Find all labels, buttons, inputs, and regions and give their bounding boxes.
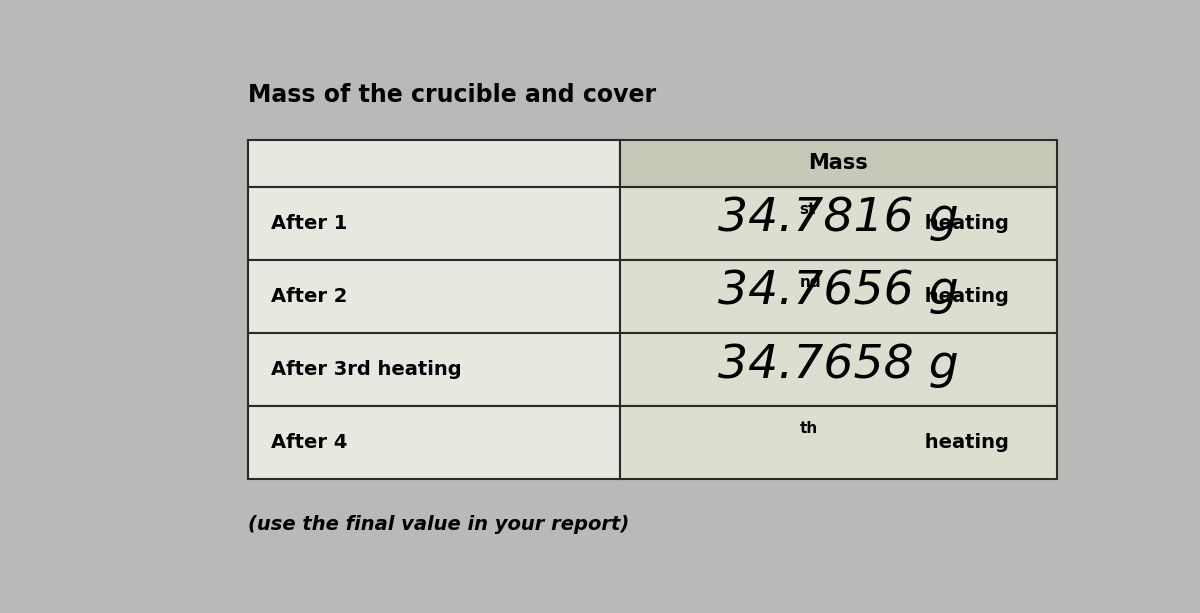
Text: After 1: After 1 [271, 214, 347, 233]
Text: 34.7658 g: 34.7658 g [718, 343, 959, 387]
Text: After 3rd heating: After 3rd heating [271, 360, 468, 379]
Text: 34.7816 g: 34.7816 g [718, 196, 959, 241]
Bar [247, 140, 619, 187]
Text: 34.7656 g: 34.7656 g [718, 269, 959, 314]
Text: heating: heating [918, 214, 1009, 233]
Text: (use the final value in your report): (use the final value in your report) [247, 515, 629, 534]
Text: Mass: Mass [809, 153, 868, 173]
Bar [247, 406, 619, 479]
Text: After 4: After 4 [271, 433, 347, 452]
Text: heating: heating [918, 433, 1016, 452]
Bar [247, 333, 619, 406]
Text: st: st [799, 202, 816, 217]
Bar [247, 187, 619, 260]
Bar [619, 406, 1057, 479]
Text: nd: nd [799, 275, 821, 290]
Bar [619, 187, 1057, 260]
Bar [619, 333, 1057, 406]
Text: After 2: After 2 [271, 287, 347, 306]
Bar [247, 260, 619, 333]
Text: Mass of the crucible and cover: Mass of the crucible and cover [247, 83, 655, 107]
Bar [619, 260, 1057, 333]
Bar [619, 140, 1057, 187]
Text: th: th [799, 421, 817, 436]
Text: heating: heating [918, 287, 1009, 306]
